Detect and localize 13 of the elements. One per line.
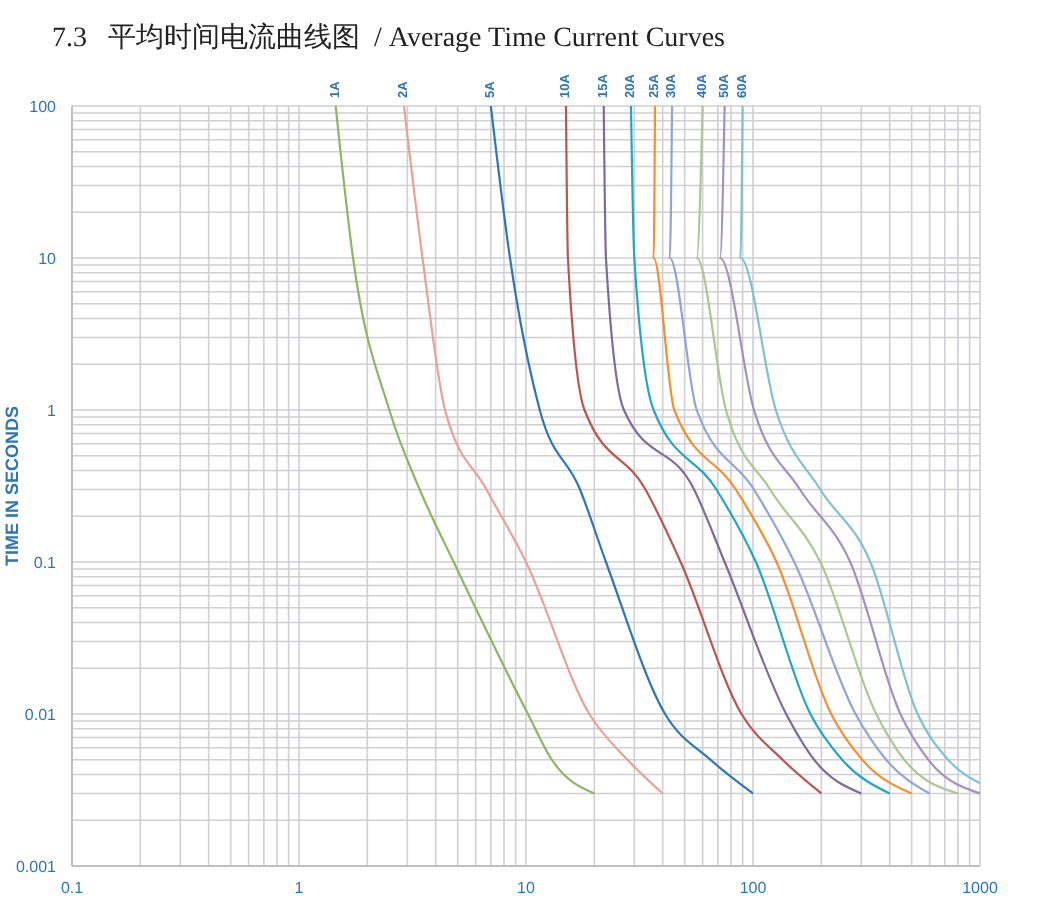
y-tick-label: 0.1 xyxy=(33,553,58,572)
x-tick-label: 0.1 xyxy=(60,879,85,898)
y-tick-label: 10 xyxy=(38,249,58,268)
y-tick-label: 100 xyxy=(29,97,58,116)
x-tick-label: 1 xyxy=(294,879,305,898)
x-tick-label: 10 xyxy=(517,879,536,898)
y-tick-label: 0.001 xyxy=(15,857,58,876)
y-tick-label: 1 xyxy=(47,401,58,420)
y-axis-title: TIME IN SECONDS xyxy=(2,405,22,567)
y-tick-label: 0.01 xyxy=(24,705,58,724)
x-tick-label: 1000 xyxy=(962,879,999,898)
x-tick-label: 100 xyxy=(739,879,768,898)
chart-title: 7.3 平均时间电流曲线图 / Average Time Current Curves xyxy=(52,20,725,56)
